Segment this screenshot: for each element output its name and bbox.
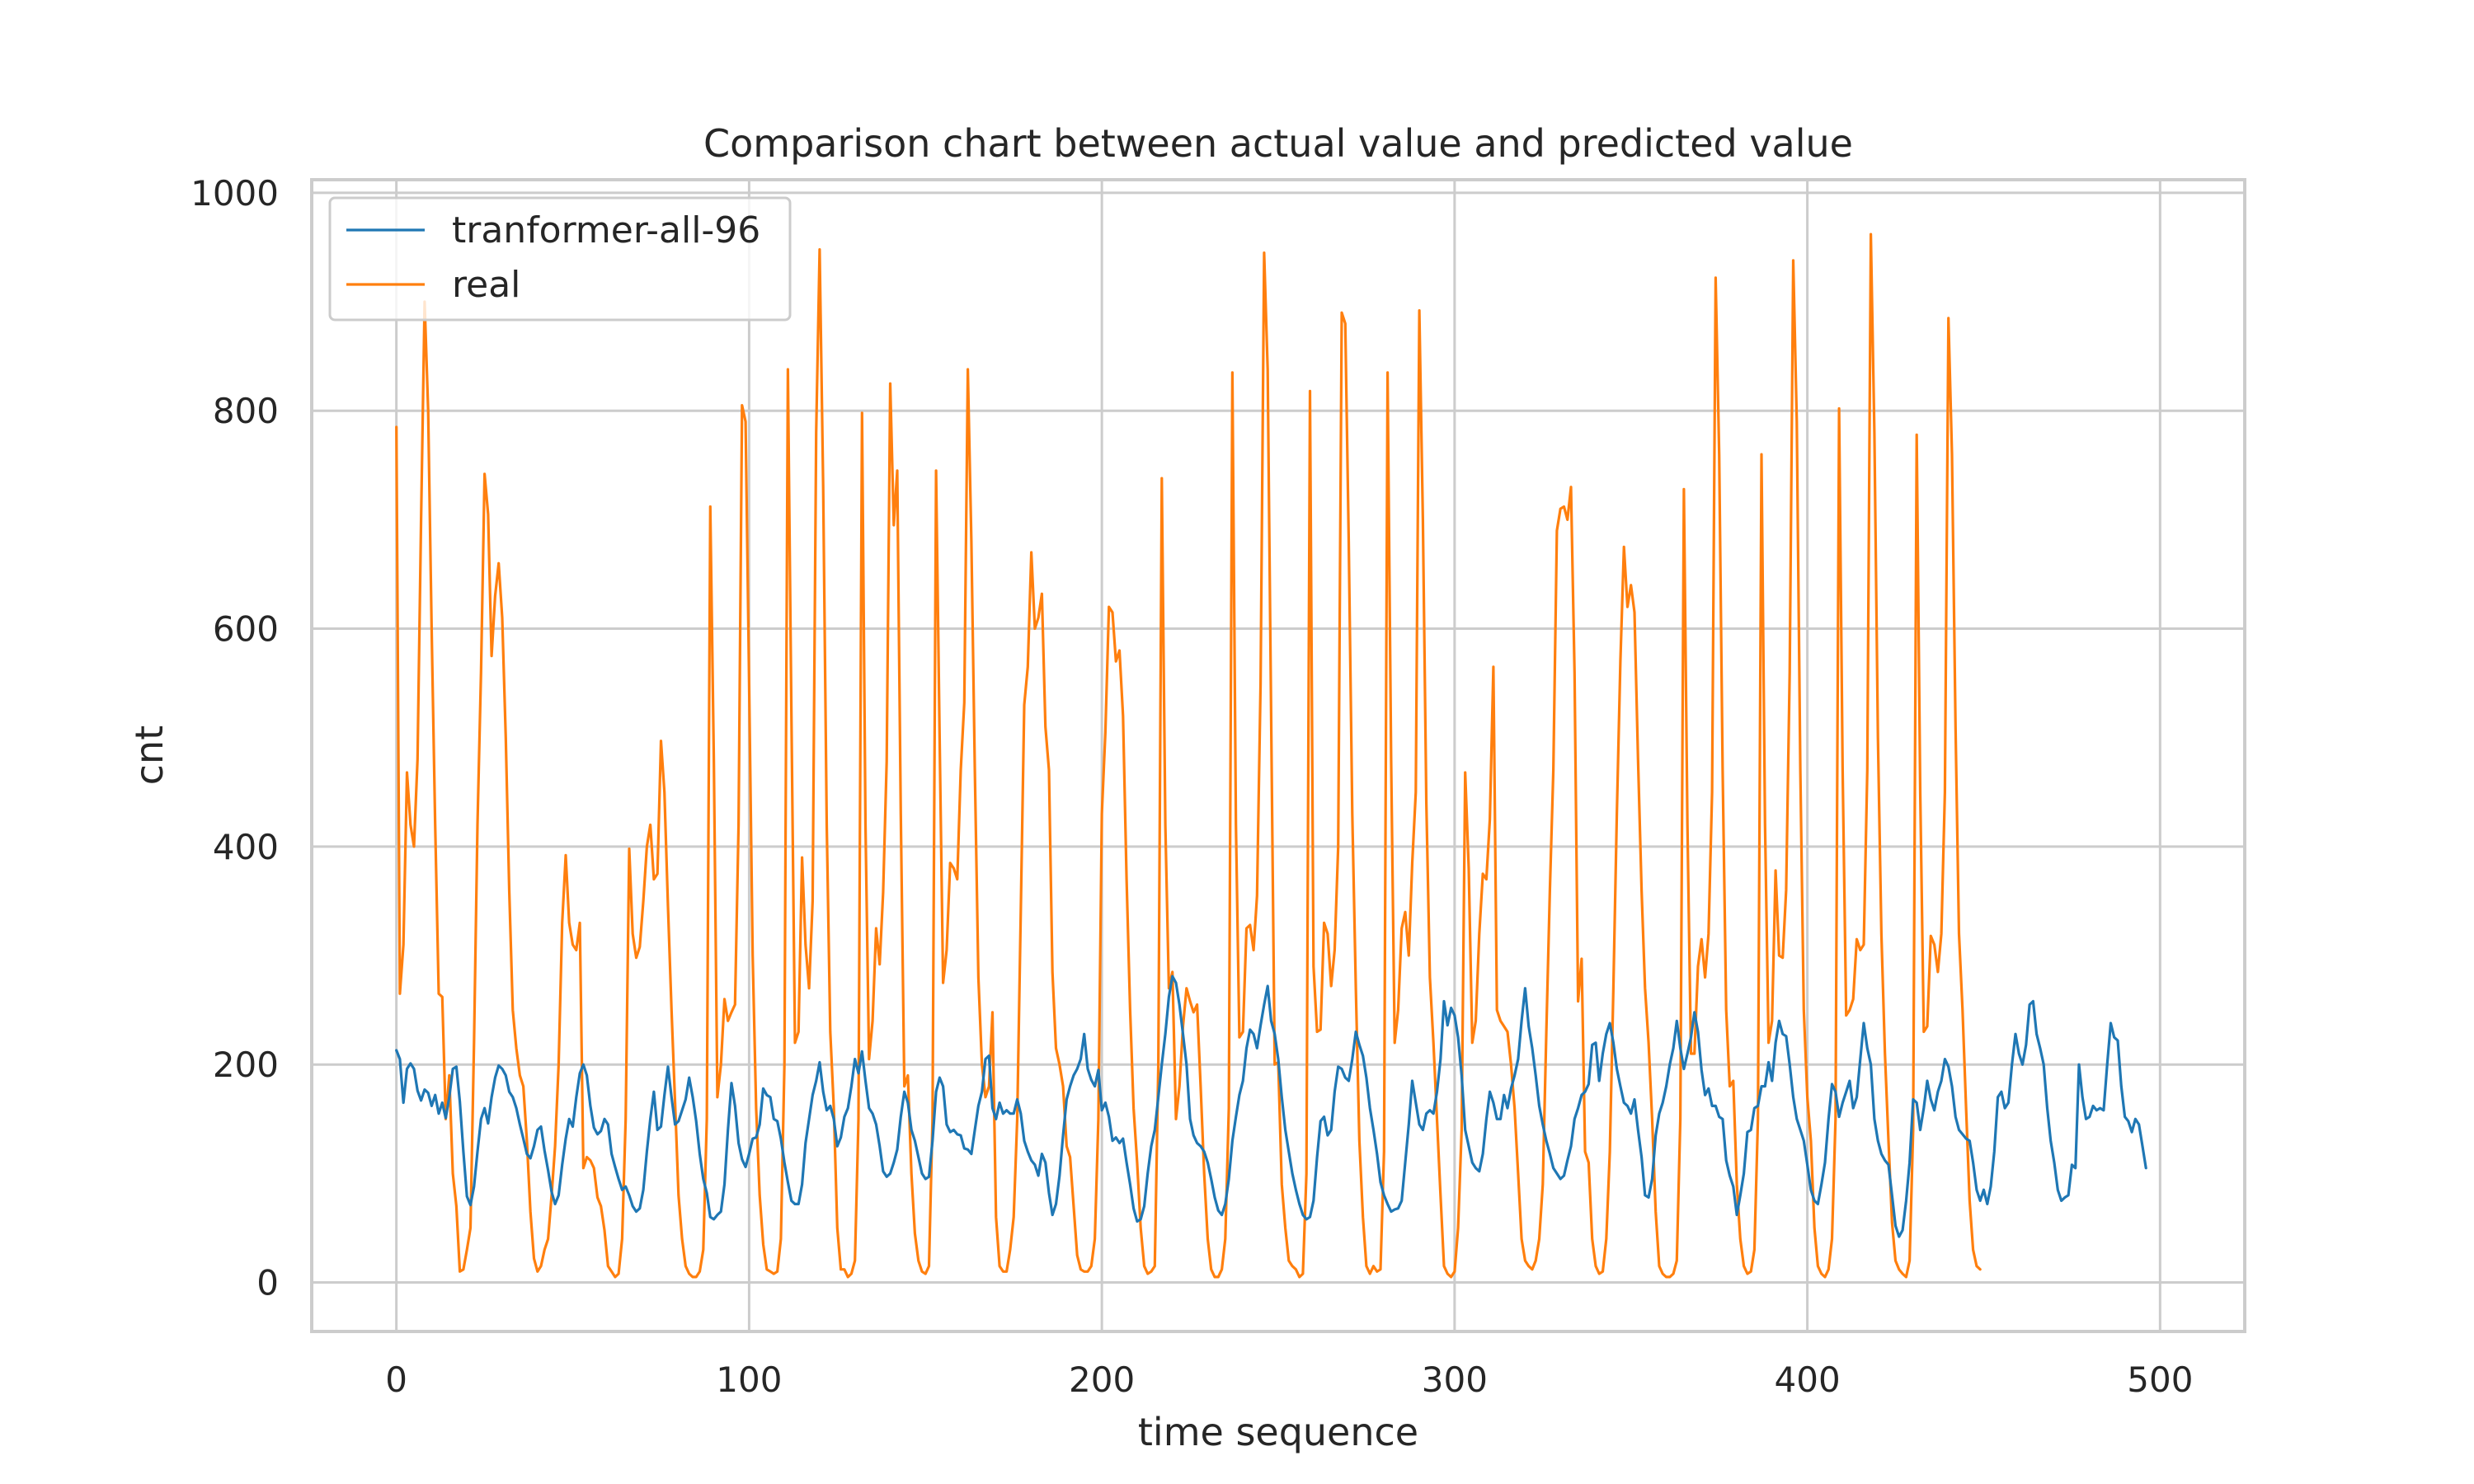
legend-box [328, 196, 792, 322]
x-tick-label: 200 [1069, 1360, 1135, 1400]
y-tick-label: 600 [213, 609, 279, 650]
series-lines [395, 232, 2147, 1279]
y-tick-labels: 0 200 400 600 800 1000 [190, 173, 279, 1303]
legend-label-transformer: tranformer-all-96 [452, 209, 760, 251]
y-tick-label: 0 [256, 1263, 279, 1303]
x-tick-label: 100 [716, 1360, 782, 1400]
x-axis-label: time sequence [1138, 1410, 1418, 1454]
legend-label-real: real [452, 264, 520, 306]
y-tick-label: 800 [213, 391, 279, 431]
x-tick-label: 300 [1422, 1360, 1488, 1400]
x-tick-label: 0 [385, 1360, 407, 1400]
plot-frame [310, 178, 2246, 1333]
y-tick-label: 200 [213, 1045, 279, 1085]
x-tick-label: 400 [1775, 1360, 1841, 1400]
y-axis-label: cnt [127, 726, 172, 785]
chart-title: Comparison chart between actual value an… [703, 121, 1853, 166]
series-line-real [395, 232, 1982, 1279]
series-line-tranformer-all-96 [395, 974, 2147, 1238]
y-tick-label: 400 [213, 827, 279, 867]
y-tick-label: 1000 [190, 173, 279, 214]
legend: tranformer-all-96 real [328, 196, 792, 322]
x-tick-label: 500 [2127, 1360, 2193, 1400]
plot-area [312, 180, 2245, 1331]
x-tick-labels: 0 100 200 300 400 500 [385, 1360, 2193, 1400]
